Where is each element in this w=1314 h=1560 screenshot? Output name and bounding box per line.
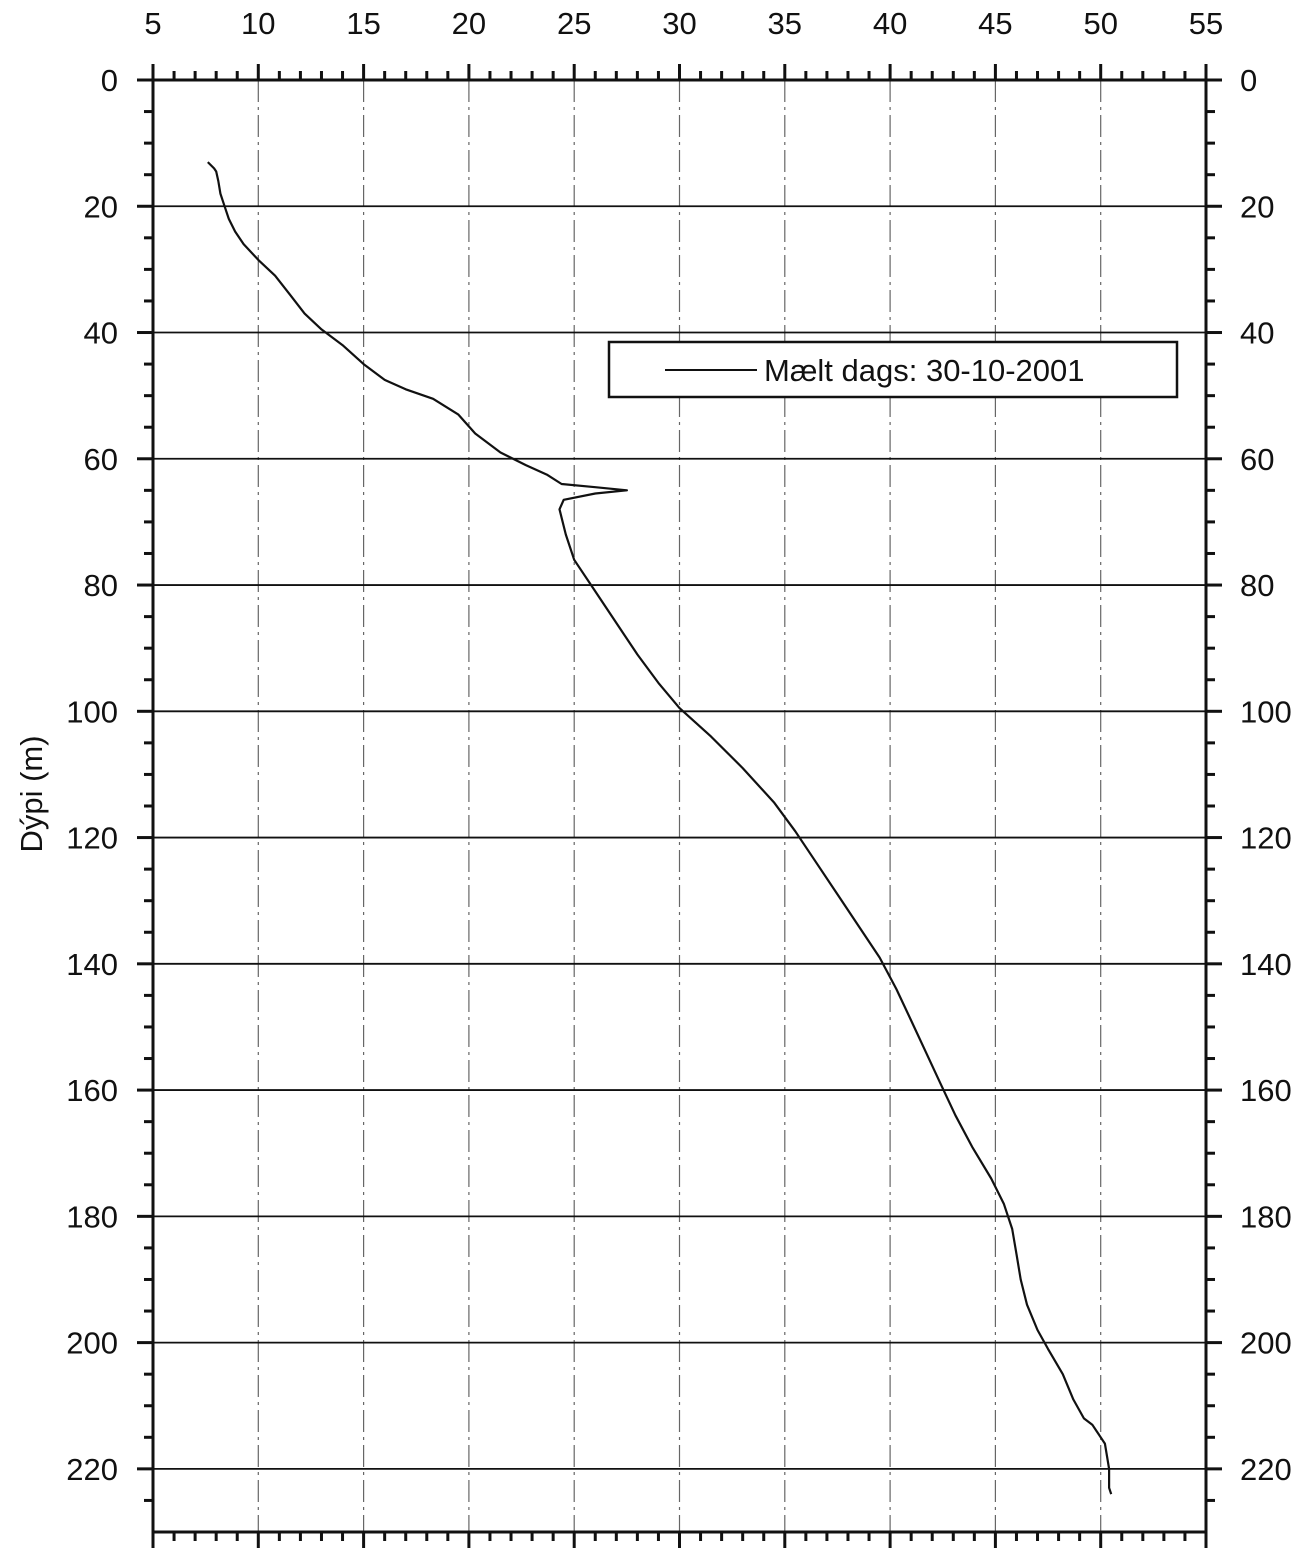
- x-tick-label: 30: [662, 6, 696, 41]
- series-line: [207, 161, 1113, 1495]
- y-tick-label-left: 120: [66, 821, 118, 856]
- y-tick-label-right: 0: [1240, 63, 1257, 98]
- y-tick-label-right: 120: [1240, 821, 1292, 856]
- y-tick-label-left: 80: [84, 568, 118, 603]
- y-tick-label-right: 220: [1240, 1452, 1292, 1487]
- y-tick-label-right: 100: [1240, 694, 1292, 729]
- y-tick-label-left: 0: [101, 63, 118, 98]
- y-tick-label-left: 180: [66, 1199, 118, 1234]
- y-tick-label-right: 200: [1240, 1326, 1292, 1361]
- series-layer: [207, 161, 1113, 1495]
- y-tick-label-left: 220: [66, 1452, 118, 1487]
- x-tick-label: 45: [978, 6, 1012, 41]
- x-tick-label: 40: [873, 6, 907, 41]
- y-tick-label-left: 200: [66, 1326, 118, 1361]
- x-tick-label: 55: [1189, 6, 1223, 41]
- legend-label: Mælt dags: 30-10-2001: [764, 353, 1085, 388]
- y-tick-label-right: 180: [1240, 1199, 1292, 1234]
- x-tick-label: 35: [768, 6, 802, 41]
- y-tick-label-right: 20: [1240, 189, 1274, 224]
- y-tick-label-right: 40: [1240, 316, 1274, 351]
- grid-lines: [153, 80, 1206, 1532]
- y-tick-label-right: 80: [1240, 568, 1274, 603]
- x-tick-label: 15: [346, 6, 380, 41]
- y-tick-label-left: 40: [84, 316, 118, 351]
- y-tick-label-left: 160: [66, 1073, 118, 1108]
- y-tick-label-left: 140: [66, 947, 118, 982]
- y-tick-label-right: 60: [1240, 442, 1274, 477]
- x-tick-label: 50: [1083, 6, 1117, 41]
- x-tick-label: 25: [557, 6, 591, 41]
- x-tick-label: 20: [452, 6, 486, 41]
- y-tick-label-right: 160: [1240, 1073, 1292, 1108]
- x-tick-label: 5: [144, 6, 161, 41]
- axis-ticks: [137, 64, 1222, 1548]
- y-tick-label-right: 140: [1240, 947, 1292, 982]
- y-axis-title: Dýpi (m): [14, 735, 49, 852]
- legend: Mælt dags: 30-10-2001: [607, 340, 1179, 399]
- x-tick-label: 10: [241, 6, 275, 41]
- y-tick-label-left: 100: [66, 694, 118, 729]
- y-tick-label-left: 20: [84, 189, 118, 224]
- y-tick-label-left: 60: [84, 442, 118, 477]
- tick-labels: 5 10 15 20 25 30 35 40 45 50 55 0 0 20 20 40 40 60 60 80 80 1…: [66, 6, 1291, 1487]
